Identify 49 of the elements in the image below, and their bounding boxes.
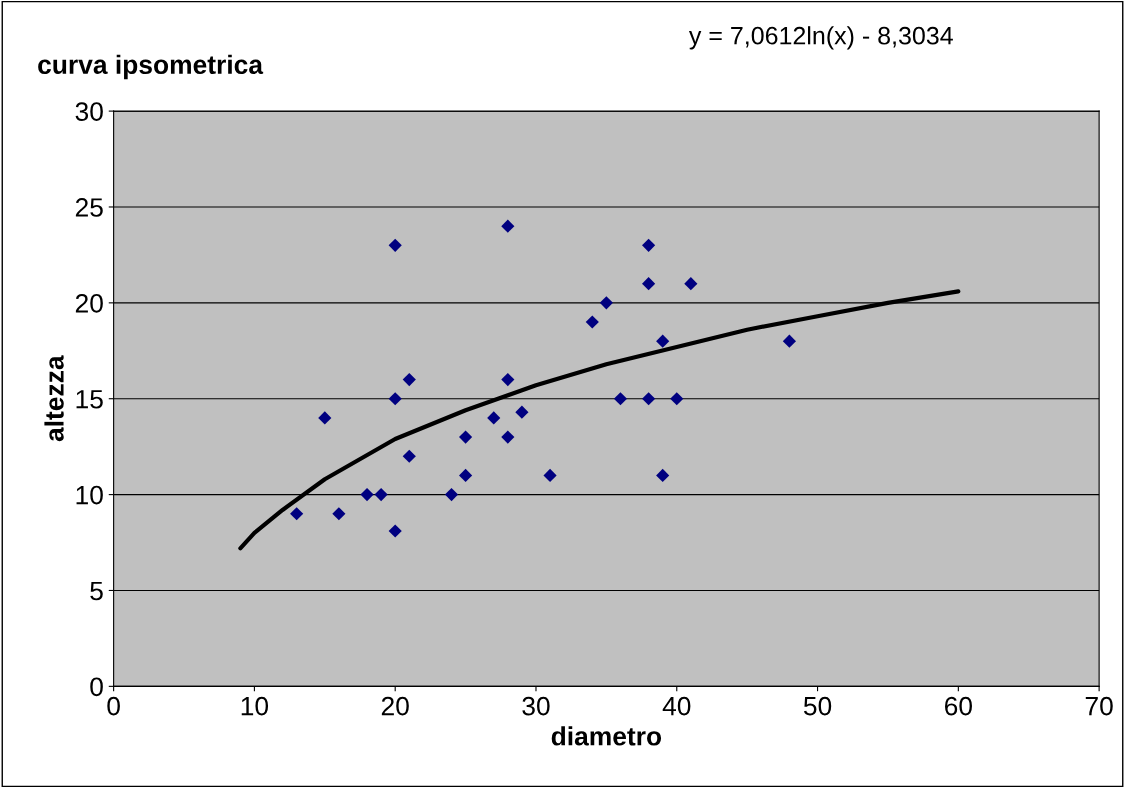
point — [459, 430, 473, 444]
point — [684, 277, 698, 291]
point — [642, 277, 656, 291]
y-tick-label: 30 — [75, 102, 103, 121]
point — [515, 405, 529, 419]
x-tick-label: 50 — [803, 696, 832, 716]
point — [332, 507, 346, 521]
y-tick-label: 0 — [90, 677, 103, 697]
point — [388, 524, 402, 538]
x-tick-label: 40 — [662, 696, 691, 716]
point — [444, 488, 459, 502]
point — [585, 315, 599, 329]
point — [599, 296, 613, 310]
point — [656, 334, 670, 348]
x-tick-label: 20 — [381, 696, 409, 716]
y-tick-label: 20 — [75, 293, 103, 313]
x-tick-label: 70 — [1085, 696, 1113, 716]
x-tick-label: 30 — [522, 696, 550, 716]
x-axis-title: diametro — [551, 726, 662, 746]
y-tick-label: 25 — [75, 198, 103, 217]
point — [388, 392, 402, 406]
point — [487, 411, 501, 425]
x-tick-label: 60 — [945, 696, 972, 716]
point — [501, 219, 515, 233]
point — [360, 488, 374, 502]
point — [501, 430, 515, 444]
point — [543, 468, 557, 483]
point — [290, 507, 304, 521]
point — [642, 392, 656, 406]
text: y = 7,0612ln(x) - 8,3034 — [688, 26, 953, 50]
point — [782, 334, 796, 348]
y-tick-label: 15 — [76, 390, 103, 409]
point — [613, 392, 628, 406]
point — [318, 411, 332, 425]
point — [670, 392, 684, 406]
y-tick-label: 5 — [90, 581, 103, 601]
x-tick-label: 0 — [107, 696, 120, 716]
point — [402, 372, 416, 387]
point — [374, 488, 388, 502]
point — [642, 238, 656, 252]
point — [656, 468, 670, 483]
y-axis-title: altezza — [44, 355, 64, 442]
point — [459, 468, 473, 483]
point — [501, 372, 515, 387]
y-tick-label: 10 — [76, 485, 103, 505]
point — [388, 238, 402, 252]
point — [402, 449, 416, 463]
chart-title: curva ipsometrica — [38, 54, 264, 80]
x-tick-label: 10 — [241, 696, 269, 716]
